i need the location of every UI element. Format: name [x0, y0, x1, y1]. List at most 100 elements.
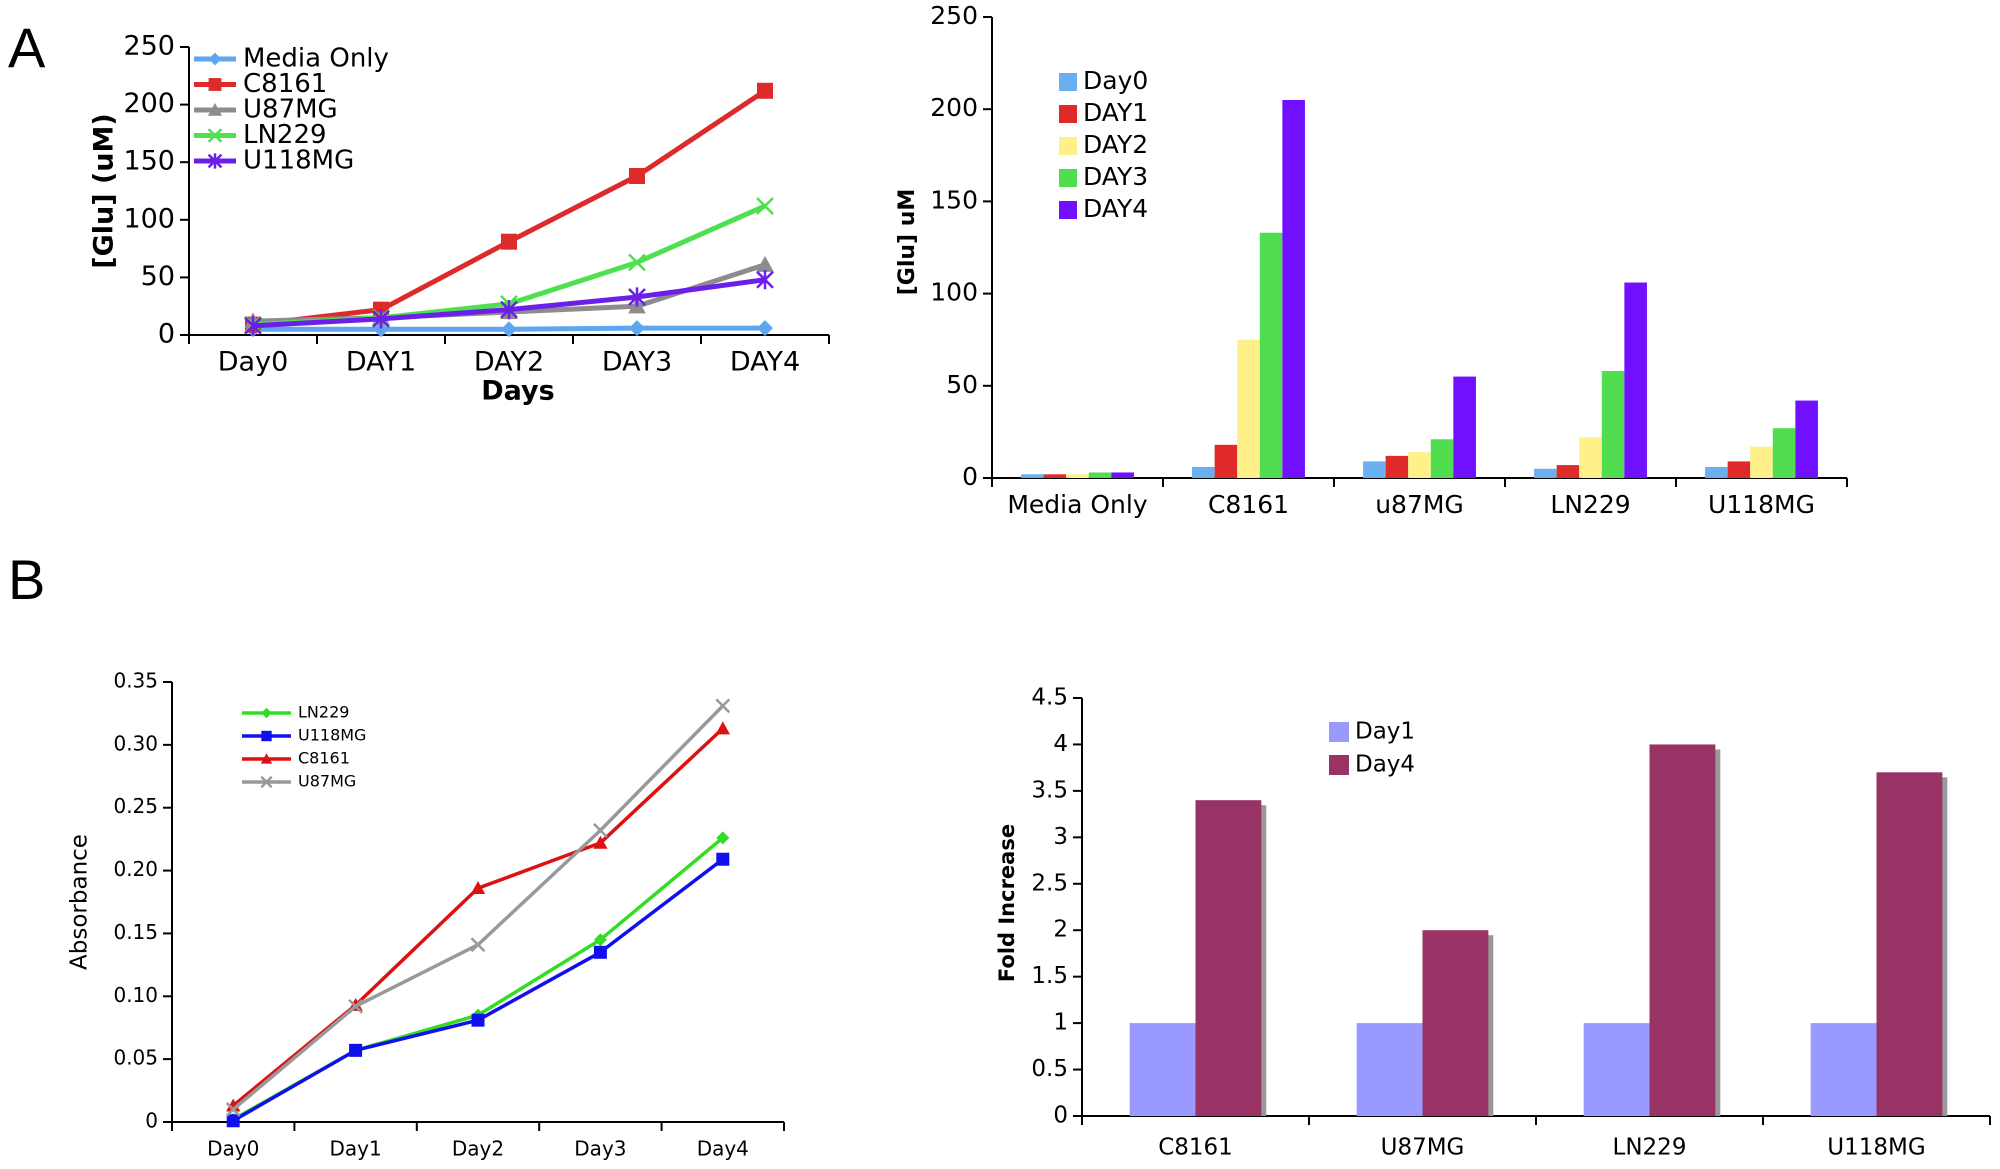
legend-label: U118MG [298, 726, 366, 745]
marker [501, 321, 517, 338]
marker [756, 197, 774, 215]
marker [500, 300, 518, 320]
legend-label: U118MG [243, 146, 354, 176]
bar [1727, 461, 1751, 478]
legend-swatch [1329, 722, 1349, 742]
x-tick-label: DAY2 [474, 347, 544, 378]
y-tick-label: 250 [123, 31, 175, 62]
marker [501, 233, 517, 250]
y-tick-label: 0.05 [113, 1046, 158, 1070]
bar [1579, 437, 1602, 478]
x-tick-label: DAY3 [602, 347, 672, 378]
marker [628, 253, 646, 272]
x-axis-label: Days [481, 376, 554, 407]
legend-swatch [1059, 137, 1077, 155]
y-tick-label: 0.25 [113, 794, 158, 818]
bar [1282, 99, 1305, 478]
x-tick-label: C8161 [1158, 1135, 1233, 1161]
legend-label: DAY4 [1083, 194, 1148, 223]
x-tick-label: Day3 [574, 1137, 626, 1161]
marker [373, 321, 389, 338]
y-tick-label: 2.5 [1031, 870, 1068, 896]
panel-label: A [8, 16, 46, 79]
legend-label: DAY1 [1083, 98, 1148, 127]
x-tick-label: C8161 [1208, 490, 1289, 519]
marker [629, 168, 645, 185]
bar [1556, 465, 1580, 478]
bar [1111, 472, 1134, 478]
marker [756, 255, 774, 272]
y-tick-label: 0 [1053, 1103, 1068, 1129]
marker [207, 128, 223, 143]
bar [1876, 772, 1943, 1116]
marker [260, 753, 273, 764]
x-tick-label: LN229 [1550, 490, 1630, 519]
bar [1453, 376, 1476, 478]
legend-label: U87MG [298, 772, 356, 791]
y-tick-label: 4.5 [1031, 685, 1068, 711]
marker [470, 881, 486, 895]
legend-label: Day1 [1355, 719, 1415, 745]
x-tick-label: Day0 [207, 1137, 259, 1161]
marker [716, 852, 730, 866]
y-tick-label: 0.35 [113, 669, 158, 693]
y-tick-label: 150 [123, 146, 175, 177]
bar [1810, 1023, 1877, 1116]
bar [1214, 444, 1238, 478]
y-axis-label: Fold Increase [995, 824, 1019, 982]
y-tick-label: 0 [145, 1109, 158, 1133]
marker [244, 316, 262, 336]
bar [1363, 461, 1386, 478]
marker [372, 309, 390, 329]
marker [757, 82, 773, 99]
legend-swatch [1329, 755, 1349, 775]
y-axis-label: Absorbance [67, 834, 93, 970]
bar [1583, 1023, 1650, 1116]
y-tick-label: 200 [930, 93, 978, 122]
marker [629, 320, 645, 337]
legend-label: C8161 [298, 749, 350, 768]
legend-swatch [1059, 105, 1077, 123]
x-tick-label: U118MG [1708, 490, 1815, 519]
marker [225, 1102, 241, 1117]
bar [1192, 466, 1215, 478]
bar [1066, 474, 1089, 478]
y-tick-label: 100 [123, 203, 175, 234]
bar [1795, 400, 1818, 478]
x-tick-label: DAY4 [730, 347, 800, 378]
x-tick-label: LN229 [1613, 1135, 1687, 1161]
x-tick-label: Day0 [218, 347, 289, 378]
marker [593, 945, 607, 959]
y-tick-label: 0.10 [113, 983, 158, 1007]
marker [593, 822, 608, 838]
marker [208, 78, 222, 91]
marker [470, 937, 486, 953]
legend-label: U87MG [243, 95, 338, 125]
marker [757, 320, 773, 337]
bar [1237, 339, 1260, 478]
bar [1043, 474, 1067, 478]
legend-swatch [1059, 73, 1077, 91]
marker [207, 153, 223, 169]
y-tick-label: 50 [141, 261, 175, 292]
bar [1705, 466, 1728, 478]
y-tick-label: 100 [930, 278, 978, 307]
marker [756, 270, 774, 290]
marker [593, 835, 608, 849]
marker [208, 52, 222, 66]
legend-label: Media Only [243, 44, 389, 74]
x-tick-label: Day2 [452, 1137, 504, 1161]
x-tick-label: DAY1 [346, 347, 416, 378]
marker [261, 730, 272, 742]
legend-label: DAY2 [1083, 130, 1148, 159]
y-tick-label: 3 [1053, 824, 1068, 850]
marker [715, 721, 730, 735]
x-tick-label: U118MG [1827, 1135, 1925, 1161]
x-tick-label: Media Only [1007, 490, 1148, 519]
y-tick-label: 0 [158, 319, 175, 350]
legend-swatch [1059, 169, 1077, 187]
y-axis-label: [Glu] uM [895, 189, 920, 296]
marker [715, 698, 731, 714]
y-tick-label: 50 [946, 370, 978, 399]
